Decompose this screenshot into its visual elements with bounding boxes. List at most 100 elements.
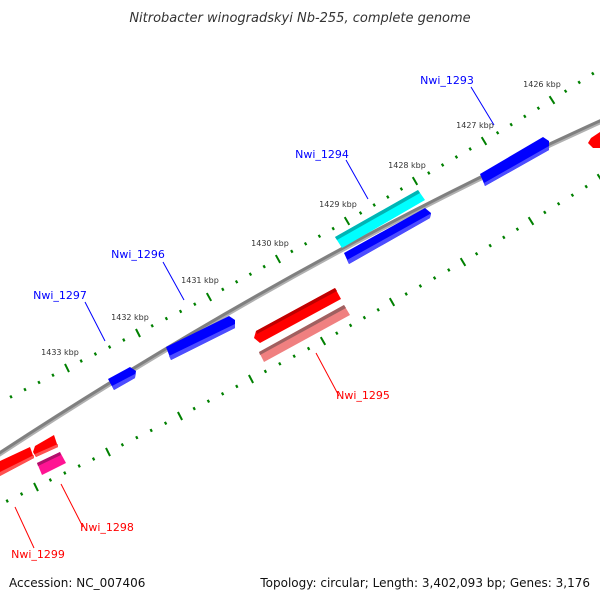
minor-tick bbox=[19, 492, 24, 496]
gene-label-nwi-1294[interactable]: Nwi_1294 bbox=[295, 148, 349, 161]
minor-tick bbox=[474, 251, 479, 256]
major-tick bbox=[33, 482, 39, 492]
gene-blue-under-1294[interactable] bbox=[344, 208, 431, 264]
minor-tick bbox=[263, 369, 268, 374]
gene-label-nwi-1297[interactable]: Nwi_1297 bbox=[33, 289, 87, 302]
minor-tick bbox=[5, 499, 9, 503]
minor-tick bbox=[262, 264, 266, 269]
gene-red-small[interactable] bbox=[33, 435, 58, 457]
minor-tick bbox=[432, 276, 437, 280]
major-tick bbox=[64, 363, 70, 373]
minor-tick bbox=[107, 345, 112, 349]
minor-tick bbox=[79, 359, 83, 363]
major-tick bbox=[459, 257, 467, 267]
minor-tick bbox=[335, 331, 339, 336]
tick-label: 1428 kbp bbox=[388, 161, 426, 170]
gene-label-nwi-1295[interactable]: Nwi_1295 bbox=[336, 389, 390, 402]
minor-tick bbox=[290, 249, 294, 254]
minor-tick bbox=[122, 338, 126, 342]
minor-tick bbox=[150, 323, 154, 328]
minor-tick bbox=[164, 316, 169, 321]
tick-label: 1432 kbp bbox=[111, 313, 149, 322]
tick-label: 1427 kbp bbox=[456, 121, 494, 130]
tick-label: 1431 kbp bbox=[181, 276, 219, 285]
minor-tick bbox=[577, 80, 581, 85]
minor-tick bbox=[91, 457, 96, 461]
minor-tick bbox=[523, 114, 527, 119]
tick-label: 1429 kbp bbox=[319, 200, 357, 209]
minor-tick bbox=[234, 279, 239, 284]
minor-tick bbox=[306, 346, 311, 351]
minor-tick bbox=[178, 309, 183, 314]
minor-tick bbox=[509, 122, 513, 127]
minor-tick bbox=[9, 394, 13, 399]
minor-tick bbox=[317, 234, 322, 239]
gene-red-right-edge[interactable] bbox=[588, 132, 600, 148]
major-tick bbox=[548, 95, 556, 105]
map-title: Nitrobacter winogradskyi Nb-255, complet… bbox=[129, 11, 470, 26]
leader-line-1299 bbox=[14, 506, 35, 549]
major-tick bbox=[177, 411, 183, 421]
gene-nwi-1299[interactable] bbox=[0, 447, 34, 476]
minor-tick bbox=[427, 171, 431, 175]
leader-line-1296 bbox=[162, 261, 185, 301]
leader-line-1294 bbox=[345, 159, 369, 200]
minor-tick bbox=[584, 184, 588, 189]
minor-tick bbox=[303, 241, 308, 246]
major-tick bbox=[527, 216, 535, 226]
leader-line-1295 bbox=[315, 352, 340, 397]
gene-label-nwi-1298[interactable]: Nwi_1298 bbox=[80, 521, 134, 534]
minor-tick bbox=[399, 187, 404, 191]
minor-tick bbox=[292, 354, 296, 359]
minor-tick bbox=[570, 193, 575, 198]
gene-nwi-1298[interactable] bbox=[37, 452, 66, 475]
major-tick bbox=[343, 216, 351, 226]
minor-tick bbox=[543, 210, 547, 215]
gene-nwi-1293[interactable] bbox=[480, 137, 549, 186]
minor-tick bbox=[362, 315, 367, 320]
minor-tick bbox=[348, 323, 353, 328]
gene-label-nwi-1293[interactable]: Nwi_1293 bbox=[420, 74, 474, 87]
minor-tick bbox=[63, 471, 67, 475]
minor-tick bbox=[120, 442, 125, 447]
major-tick bbox=[248, 374, 254, 384]
minor-tick bbox=[192, 406, 196, 411]
minor-tick bbox=[358, 211, 363, 215]
tick-label: 1433 kbp bbox=[41, 348, 79, 357]
gene-nwi-1296[interactable] bbox=[166, 316, 235, 360]
minor-tick bbox=[23, 387, 27, 392]
tick-label: 1426 kbp bbox=[523, 80, 561, 89]
minor-tick bbox=[48, 478, 53, 482]
gene-label-nwi-1299[interactable]: Nwi_1299 bbox=[11, 548, 65, 561]
genome-summary-text: Topology: circular; Length: 3,402,093 bp… bbox=[259, 576, 590, 590]
minor-tick bbox=[591, 71, 595, 76]
minor-tick bbox=[515, 227, 520, 232]
inner-tick-track bbox=[5, 173, 600, 503]
minor-tick bbox=[248, 272, 253, 277]
gene-nwi-1295[interactable] bbox=[254, 288, 341, 343]
minor-tick bbox=[468, 147, 472, 151]
minor-tick bbox=[135, 435, 139, 440]
minor-tick bbox=[77, 464, 81, 468]
minor-tick bbox=[163, 421, 168, 426]
gene-nwi-1295-light[interactable] bbox=[259, 305, 350, 362]
gene-nwi-1297[interactable] bbox=[108, 367, 136, 390]
minor-tick bbox=[37, 380, 41, 385]
minor-tick bbox=[149, 428, 153, 433]
major-tick bbox=[135, 328, 141, 338]
gene-label-nwi-1296[interactable]: Nwi_1296 bbox=[111, 248, 165, 261]
minor-tick bbox=[376, 307, 380, 312]
minor-tick bbox=[193, 302, 197, 307]
minor-tick bbox=[563, 89, 568, 94]
minor-tick bbox=[495, 130, 500, 135]
minor-tick bbox=[331, 226, 335, 231]
major-tick bbox=[480, 136, 488, 146]
gene-nwi-1294[interactable] bbox=[335, 190, 425, 248]
leader-line-1298 bbox=[60, 483, 84, 528]
major-tick bbox=[105, 447, 111, 457]
leader-line-1297 bbox=[84, 301, 106, 342]
minor-tick bbox=[386, 195, 390, 199]
minor-tick bbox=[51, 373, 55, 378]
